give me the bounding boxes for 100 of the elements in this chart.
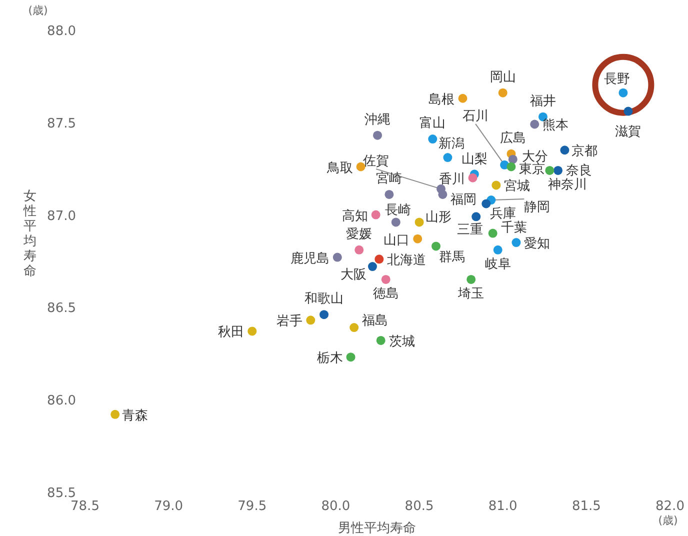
series-label: 群馬 <box>439 250 465 266</box>
x-tick-label: 82.0 <box>656 499 684 514</box>
point <box>498 88 508 98</box>
series-label: 岐阜 <box>484 256 511 272</box>
point <box>391 218 400 227</box>
point <box>248 326 257 336</box>
series-label: 新潟 <box>438 136 465 152</box>
series-label: 茨城 <box>388 334 415 350</box>
series-label: 広島 <box>500 130 526 146</box>
point <box>512 238 521 248</box>
point <box>374 254 384 264</box>
text: (歳) <box>28 4 48 17</box>
series-label: 三重 <box>457 222 484 238</box>
series-label: 兵庫 <box>490 206 516 222</box>
point <box>320 310 329 320</box>
series-label: 和歌山 <box>304 292 344 307</box>
series-label: 高知 <box>342 208 368 224</box>
text: 静岡 <box>524 200 550 216</box>
series-label: 山形 <box>425 210 452 226</box>
series-label: 千葉 <box>500 220 527 236</box>
series-label: 長崎 <box>384 203 411 218</box>
point <box>350 323 359 332</box>
x-tick-label: 80.0 <box>321 499 350 514</box>
series-label: 京都 <box>572 144 598 160</box>
series-label: 奈良 <box>566 163 592 178</box>
series-label: 神奈川 <box>548 177 588 192</box>
series-label: 福井 <box>530 94 556 109</box>
series-label: 愛知 <box>524 236 550 252</box>
series-label: 鳥取 <box>326 160 353 176</box>
point <box>468 173 478 182</box>
point <box>492 180 501 190</box>
x-axis-title: 男性平均寿命 <box>338 521 416 536</box>
series-label: 熊本 <box>542 118 569 134</box>
series-label: 埼玉 <box>457 286 484 302</box>
text: 佐賀 <box>363 154 390 169</box>
point <box>458 94 468 103</box>
series-label: 青森 <box>122 408 148 424</box>
point <box>376 336 386 345</box>
point <box>436 184 446 194</box>
point <box>554 166 563 175</box>
point <box>560 146 570 155</box>
text: 石川 <box>462 108 489 124</box>
point <box>472 212 481 222</box>
point <box>384 190 394 199</box>
series-label: 長野 <box>604 72 630 87</box>
x-tick-label: 81.5 <box>572 499 601 514</box>
point <box>624 106 633 116</box>
point <box>488 228 498 238</box>
series-label: 富山 <box>420 115 446 132</box>
series-label: 福岡 <box>450 192 477 208</box>
series-label: 秋田 <box>218 325 244 340</box>
x-tick-label: 79.0 <box>154 499 184 514</box>
series-label: 大阪 <box>340 268 366 283</box>
point <box>346 352 356 362</box>
point <box>545 166 554 175</box>
point <box>482 199 491 208</box>
series-label: 愛媛 <box>346 226 372 242</box>
point <box>413 234 422 244</box>
x-tick-label: 79.5 <box>238 499 267 514</box>
y-tick-label: 88.0 <box>47 24 76 39</box>
y-tick-label: 86.5 <box>47 301 76 316</box>
series-label: 福島 <box>362 314 388 329</box>
point <box>414 218 424 227</box>
x-tick-label: 80.5 <box>404 499 434 514</box>
series-label: 東京 <box>519 162 546 177</box>
point <box>371 210 380 220</box>
y-tick-label: 87.5 <box>47 116 76 132</box>
x-tick-label: 78.5 <box>70 499 100 514</box>
y-tick-label: 87.0 <box>47 208 76 224</box>
point <box>466 274 476 284</box>
series-label: 宮城 <box>504 178 530 194</box>
point <box>432 242 440 251</box>
point <box>493 245 502 254</box>
series-label: 滋賀 <box>615 124 642 140</box>
series-label: 鹿児島 <box>290 251 330 266</box>
point <box>508 154 518 164</box>
series-label: 北海道 <box>387 253 426 268</box>
point <box>306 316 316 325</box>
series-label: 岡山 <box>490 70 516 85</box>
series-label: 岩手 <box>276 314 303 330</box>
point <box>618 88 628 98</box>
text: (歳) <box>658 514 678 527</box>
series-label: 栃木 <box>316 351 343 366</box>
y-tick-label: 85.5 <box>47 486 76 501</box>
point <box>443 153 452 162</box>
point <box>332 252 342 262</box>
point <box>506 162 516 172</box>
point <box>110 410 120 419</box>
series-label: 山梨 <box>461 152 488 168</box>
point <box>530 120 540 129</box>
point <box>368 262 377 272</box>
point <box>381 274 390 284</box>
series-label: 山口 <box>384 232 410 248</box>
series-label: 宮崎 <box>376 170 402 186</box>
point <box>373 130 382 140</box>
point <box>354 245 364 254</box>
x-tick-label: 81.0 <box>488 499 518 514</box>
series-label: 島根 <box>428 92 455 108</box>
series-label: 徳島 <box>372 286 399 302</box>
point <box>428 134 438 144</box>
